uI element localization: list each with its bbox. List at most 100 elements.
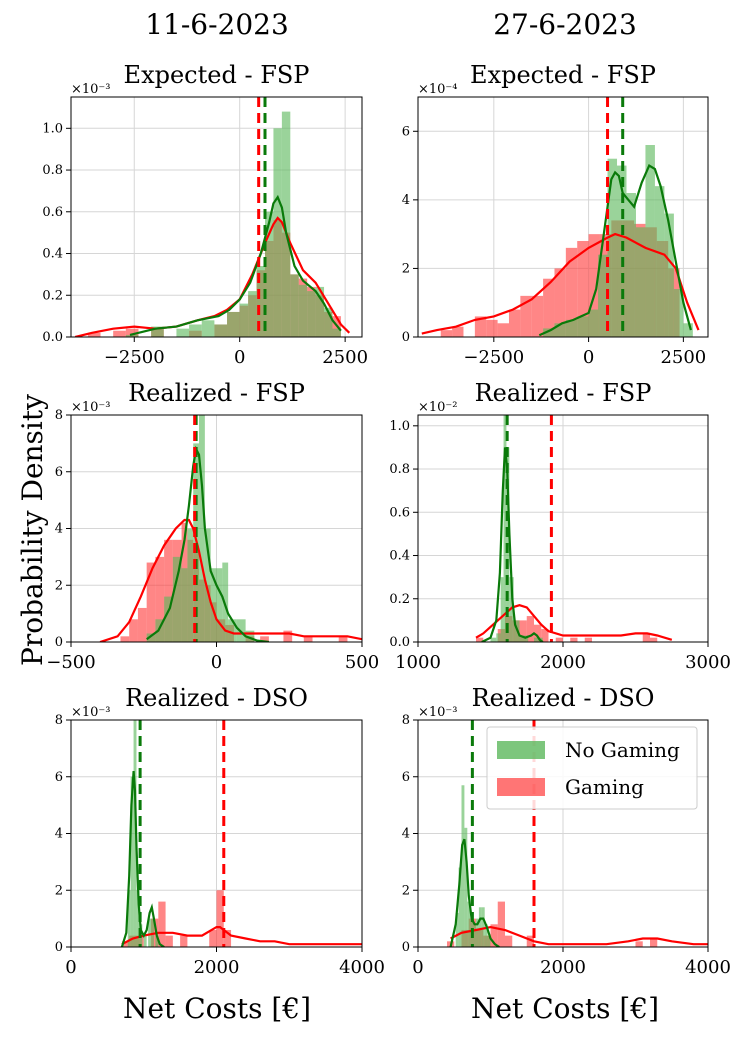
x-tick-label: 0 xyxy=(583,347,594,368)
panel-title: Realized - DSO xyxy=(125,684,308,712)
hist-bar-no-gaming xyxy=(500,577,504,642)
hist-bar-gaming xyxy=(497,901,505,947)
hist-bar-no-gaming xyxy=(588,309,599,337)
hist-bar-no-gaming xyxy=(626,193,636,337)
panel-title: Expected - FSP xyxy=(124,61,310,89)
hist-bar-no-gaming xyxy=(307,291,316,337)
hist-bar-no-gaming xyxy=(519,635,529,642)
hist-bar-no-gaming xyxy=(509,577,514,642)
hist-bar-gaming xyxy=(486,319,498,337)
hist-bar-gaming xyxy=(260,636,269,642)
plot-area xyxy=(475,415,673,642)
hist-bar-no-gaming xyxy=(487,935,491,947)
hist-bar-gaming xyxy=(158,901,166,947)
y-tick-label: 0.8 xyxy=(389,462,410,477)
plot-area xyxy=(120,720,362,947)
hist-bar-no-gaming xyxy=(216,568,223,642)
y-scale-label: ×10⁻² xyxy=(418,400,458,415)
x-tick-label: 0 xyxy=(234,347,245,368)
hist-bar-no-gaming xyxy=(290,274,299,337)
hist-bar-gaming xyxy=(565,247,578,337)
hist-bar-gaming xyxy=(505,935,513,947)
y-tick-label: 8 xyxy=(55,408,63,423)
hist-bar-gaming xyxy=(554,268,566,337)
panel-title: Realized - FSP xyxy=(475,379,652,407)
hist-bar-gaming xyxy=(137,607,147,642)
y-tick-label: 4 xyxy=(402,827,410,842)
hist-bar-no-gaming xyxy=(164,596,173,642)
y-tick-label: 0 xyxy=(402,330,410,345)
hist-bar-no-gaming xyxy=(256,266,265,337)
hist-bar-no-gaming xyxy=(155,935,159,947)
y-tick-label: 6 xyxy=(55,465,63,480)
x-tick-label: −500 xyxy=(46,652,95,673)
hist-bar-no-gaming xyxy=(534,637,543,642)
hist-bar-gaming xyxy=(129,619,138,642)
hist-bar-no-gaming xyxy=(172,556,182,642)
hist-bar-gaming xyxy=(520,295,532,337)
x-axis-label-right: Net Costs [€] xyxy=(471,992,659,1025)
y-scale-label: ×10⁻³ xyxy=(71,82,111,97)
x-tick-label: 2500 xyxy=(322,347,368,368)
hist-bar-no-gaming xyxy=(683,323,693,337)
y-tick-label: 0.4 xyxy=(42,247,63,262)
panel-1: −2500 0 2500 0.0 0.2 0.4 0.6 0.8 1.0 ×10⁻³ Expecte… xyxy=(42,61,368,368)
kde-line-no-gaming xyxy=(146,445,270,642)
hist-bar-no-gaming xyxy=(227,311,240,337)
hist-bar-no-gaming xyxy=(245,630,255,642)
hist-bar-no-gaming xyxy=(324,307,333,337)
y-scale-label: ×10⁻⁴ xyxy=(418,82,458,97)
hist-bar-gaming xyxy=(650,938,658,947)
hist-bar-gaming xyxy=(209,929,217,947)
hist-bar-no-gaming xyxy=(187,528,194,642)
hist-bar-no-gaming xyxy=(155,619,165,642)
hist-bar-gaming xyxy=(570,637,578,642)
hist-bar-gaming xyxy=(146,562,156,642)
hist-bar-gaming xyxy=(543,278,555,337)
hist-bar-gaming xyxy=(216,890,224,947)
hist-bar-gaming xyxy=(541,629,549,642)
hist-bar-gaming xyxy=(121,941,130,947)
y-scale-label: ×10⁻³ xyxy=(71,400,111,415)
hist-bar-gaming xyxy=(555,637,563,642)
y-tick-label: 0.6 xyxy=(389,505,410,520)
x-tick-label: 3000 xyxy=(685,652,731,673)
hist-bar-gaming xyxy=(474,316,487,337)
y-tick-label: 0 xyxy=(402,940,410,955)
y-tick-label: 0.4 xyxy=(389,549,410,564)
x-tick-label: −2500 xyxy=(104,347,165,368)
hist-bar-no-gaming xyxy=(199,415,205,642)
kde-line-gaming xyxy=(475,604,673,641)
x-tick-label: 2500 xyxy=(660,347,706,368)
hist-bar-gaming xyxy=(650,637,658,642)
hist-bar-no-gaming xyxy=(490,637,497,642)
legend-label-gaming: Gaming xyxy=(565,775,644,799)
panel-4: 1000 2000 3000 0.0 0.2 0.4 0.6 0.8 1.0 ×10⁻² Reali… xyxy=(389,379,731,673)
panel-title: Realized - FSP xyxy=(128,379,305,407)
hist-bar-no-gaming xyxy=(214,324,228,337)
hist-bar-gaming xyxy=(519,620,527,642)
panel-title: Realized - DSO xyxy=(472,684,655,712)
y-scale-label: ×10⁻³ xyxy=(418,705,458,720)
hist-bar-no-gaming xyxy=(503,415,507,642)
hist-bar-no-gaming xyxy=(461,785,465,947)
hist-bar-no-gaming xyxy=(645,145,655,337)
y-axis-label: Probability Density xyxy=(16,394,49,666)
panels: −2500 0 25000.00.20.40.60.81.0×10⁻³Expecte… xyxy=(42,61,731,978)
y-tick-label: 1.0 xyxy=(389,419,410,434)
hist-bar-no-gaming xyxy=(298,284,308,337)
x-tick-label: 0 xyxy=(412,957,423,978)
column-title-right: 27-6-2023 xyxy=(493,8,637,41)
hist-bar-no-gaming xyxy=(189,324,202,337)
hist-bar-gaming xyxy=(490,924,498,947)
hist-bar-gaming xyxy=(283,630,293,642)
hist-bar-gaming xyxy=(125,328,139,337)
x-tick-label: 2000 xyxy=(540,652,586,673)
hist-bar-gaming xyxy=(113,330,126,337)
hist-bar-gaming xyxy=(165,935,173,947)
hist-bar-no-gaming xyxy=(607,158,618,337)
hist-bar-no-gaming xyxy=(554,323,566,337)
legend: No Gaming Gaming xyxy=(486,726,698,810)
hist-bar-no-gaming xyxy=(664,213,674,337)
